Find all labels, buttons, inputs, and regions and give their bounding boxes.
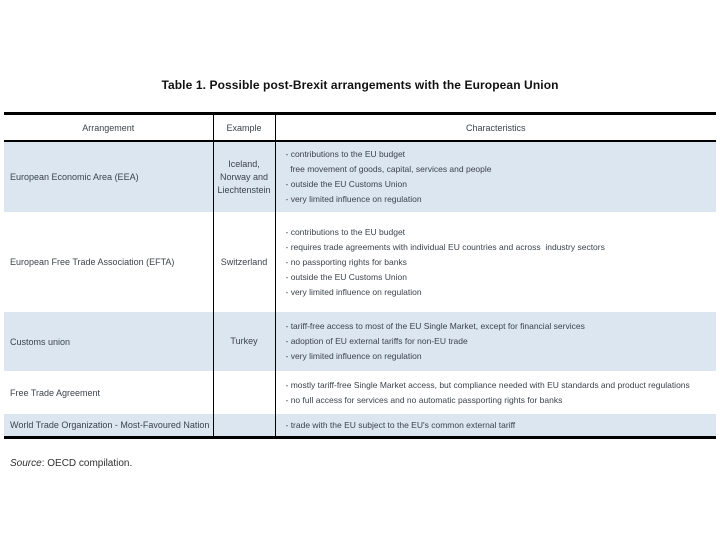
characteristic-item: - no passporting rights for banks [285, 256, 407, 267]
characteristics-cell: - trade with the EU subject to the EU's … [275, 414, 716, 439]
table-row-customs-union: Customs union Turkey - tariff-free acces… [4, 312, 716, 371]
source-note: Source: OECD compilation. [10, 458, 132, 469]
characteristic-item: - outside the EU Customs Union [285, 179, 407, 189]
post-brexit-arrangements-table: Arrangement Example Characteristics Euro… [4, 112, 716, 439]
characteristic-item: - requires trade agreements with individ… [285, 241, 605, 252]
arrangement-cell: European Free Trade Association (EFTA) [4, 212, 214, 312]
characteristic-item: free movement of goods, capital, service… [285, 164, 492, 174]
table-header: Arrangement Example Characteristics [4, 113, 716, 142]
characteristic-item: - trade with the EU subject to the EU's … [285, 419, 516, 430]
column-header-example: Example [213, 113, 276, 142]
arrangement-cell: Customs union [4, 312, 214, 371]
column-header-characteristics: Characteristics [275, 113, 716, 142]
characteristics-cell: - contributions to the EU budget free mo… [275, 141, 716, 212]
characteristic-item: - no full access for services and no aut… [285, 394, 563, 405]
arrangement-cell: European Economic Area (EEA) [4, 141, 214, 212]
characteristics-cell: - tariff-free access to most of the EU S… [275, 312, 716, 371]
characteristic-item: - mostly tariff-free Single Market acces… [285, 379, 690, 390]
characteristic-item: - outside the EU Customs Union [285, 271, 407, 282]
characteristic-item: - very limited influence on regulation [285, 286, 422, 297]
table-title: Table 1. Possible post-Brexit arrangemen… [161, 78, 559, 92]
table-row-efta: European Free Trade Association (EFTA) S… [4, 212, 716, 312]
characteristic-item: - tariff-free access to most of the EU S… [285, 321, 585, 331]
example-cell: Iceland, Norway and Liechtenstein [213, 141, 276, 212]
characteristics-cell: - contributions to the EU budget - requi… [275, 212, 716, 312]
source-text: : OECD compilation. [41, 458, 133, 469]
example-cell: Turkey [213, 312, 276, 371]
arrangement-cell: Free Trade Agreement [4, 371, 214, 414]
characteristic-item: - contributions to the EU budget [285, 226, 406, 237]
characteristic-item: - contributions to the EU budget [285, 149, 406, 159]
example-cell [213, 371, 276, 414]
source-label: Source [10, 458, 42, 469]
header-row: Arrangement Example Characteristics [4, 113, 716, 142]
table-row-free-trade-agreement: Free Trade Agreement - mostly tariff-fre… [4, 371, 716, 414]
example-cell: Switzerland [213, 212, 276, 312]
characteristic-item: - adoption of EU external tariffs for no… [285, 336, 468, 346]
characteristic-item: - very limited influence on regulation [285, 351, 422, 361]
example-cell [213, 414, 276, 439]
characteristic-item: - very limited influence on regulation [285, 194, 422, 204]
column-header-arrangement: Arrangement [4, 113, 214, 142]
arrangement-cell: World Trade Organization - Most-Favoured… [4, 414, 214, 439]
table-row-wto-mfn: World Trade Organization - Most-Favoured… [4, 414, 716, 439]
table-row-eea: European Economic Area (EEA) Iceland, No… [4, 141, 716, 212]
characteristics-cell: - mostly tariff-free Single Market acces… [275, 371, 716, 414]
